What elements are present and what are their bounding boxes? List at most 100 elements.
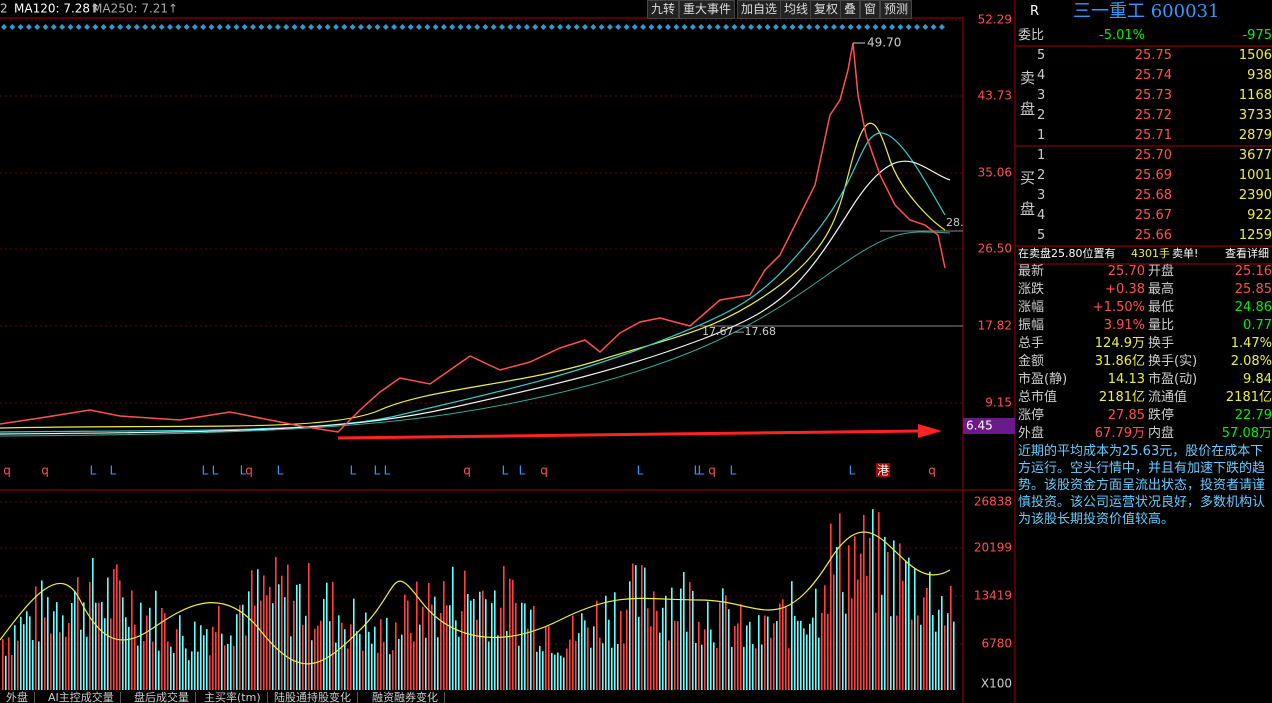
volume-bar (605, 595, 607, 690)
toolbar-button[interactable]: 叠 (840, 0, 861, 19)
volume-bar (614, 592, 616, 690)
volume-axis-label: 6780 (981, 637, 1012, 651)
volume-bar (821, 612, 823, 690)
detail-link[interactable]: 查看详细 (1225, 247, 1269, 260)
signal-marker: L (694, 464, 701, 478)
tab[interactable]: 融资融券变化 (366, 692, 445, 703)
volume-bar (296, 584, 298, 690)
signal-marker: L (350, 464, 357, 478)
volume-bar (788, 648, 790, 690)
volume-bar (740, 604, 742, 690)
volume-bar (593, 626, 595, 690)
toolbar-button[interactable]: 九转 (647, 0, 680, 19)
signal-diamond (590, 24, 597, 30)
tab[interactable]: 陆股通持股变化 (268, 692, 358, 703)
signal-diamond (250, 24, 256, 30)
volume-bar (5, 655, 7, 690)
signal-diamond (797, 24, 804, 30)
stat-label: 涨停 (1018, 408, 1045, 423)
notice-tail: 卖单! (1172, 247, 1199, 260)
volume-bar (383, 641, 385, 690)
toolbar-button[interactable]: 复权 (810, 0, 843, 19)
level: 2 (1037, 108, 1046, 123)
volume-bar (638, 616, 640, 690)
signal-diamond (233, 24, 240, 30)
price-axis-label: 9.15 (985, 396, 1012, 410)
volume-bar (77, 577, 79, 690)
tab[interactable]: 主买率(tm) (198, 692, 268, 703)
signal-marker: L (277, 464, 284, 478)
signal-diamond (482, 24, 489, 30)
volume-bar (320, 620, 322, 690)
toolbar-button[interactable]: 均线 (780, 0, 813, 19)
ratio-pct: -5.01% (1099, 28, 1145, 43)
volume-bar (845, 613, 847, 690)
signal-marker: q (245, 464, 253, 478)
volume-bar (626, 609, 628, 690)
signal-diamond (341, 24, 348, 30)
volume-bar (56, 602, 58, 690)
toolbar-button[interactable]: 重大事件 (679, 0, 736, 19)
volume-bar (662, 607, 664, 690)
volume-bar (755, 648, 757, 690)
volume-bar (197, 651, 199, 690)
volume-bar (323, 598, 325, 690)
ma-line (0, 122, 946, 429)
volume-bar (704, 629, 706, 690)
level-volume: 1001 (1238, 168, 1272, 183)
volume-bar (458, 636, 460, 690)
signal-marker: q (540, 464, 548, 478)
signal-diamond (366, 24, 373, 30)
tab[interactable]: 外盘 (0, 692, 35, 703)
stat-label: 换手 (1148, 336, 1175, 351)
signal-marker: L (384, 464, 391, 478)
volume-bar (392, 650, 394, 690)
volume-bar (779, 603, 781, 690)
volume-bar (467, 593, 469, 690)
signal-diamond (507, 24, 514, 30)
volume-bar (131, 590, 133, 690)
tab[interactable]: 盘后成交量 (128, 692, 196, 703)
signal-diamond (440, 24, 447, 30)
volume-bar (533, 605, 535, 690)
volume-bar (137, 645, 139, 690)
signal-diamond (67, 24, 74, 30)
level-price: 25.71 (1134, 128, 1172, 143)
volume-bar (710, 629, 712, 690)
signal-diamond (723, 24, 730, 30)
volume-bar (200, 625, 202, 690)
volume-bar (719, 602, 721, 690)
volume-bar (437, 637, 439, 690)
volume-bar (575, 640, 577, 690)
volume-bar (302, 624, 304, 690)
stat-value: +0.38 (1105, 282, 1145, 297)
volume-bar (218, 605, 220, 690)
toolbar-button[interactable]: 预测 (880, 0, 913, 19)
stat-label: 最低 (1148, 300, 1175, 315)
signal-diamond (706, 24, 713, 30)
tab[interactable]: AI主控成交量 (42, 692, 121, 703)
volume-bar (38, 641, 40, 690)
signal-diamond (333, 24, 339, 30)
level: 1 (1037, 128, 1046, 143)
volume-bar (122, 597, 124, 690)
volume-bar (239, 605, 241, 690)
volume-bar (503, 565, 505, 690)
volume-bar (653, 591, 655, 690)
signal-diamond (764, 24, 771, 30)
toolbar-button[interactable]: 加自选 (737, 0, 782, 19)
volume-bar (944, 625, 946, 690)
stat-label: 跌停 (1148, 408, 1175, 423)
volume-bar (98, 602, 100, 690)
volume-bar (701, 644, 703, 690)
volume-bar (728, 609, 730, 690)
volume-bar (830, 523, 832, 690)
volume-bar (245, 635, 247, 690)
toolbar-button[interactable]: 窗 (860, 0, 881, 19)
volume-bar (542, 651, 544, 690)
signal-diamond (117, 24, 124, 30)
notice-qty: 4301手 (1131, 247, 1170, 260)
volume-bar (71, 602, 73, 690)
volume-bar (395, 622, 397, 690)
volume-bar (86, 636, 88, 690)
